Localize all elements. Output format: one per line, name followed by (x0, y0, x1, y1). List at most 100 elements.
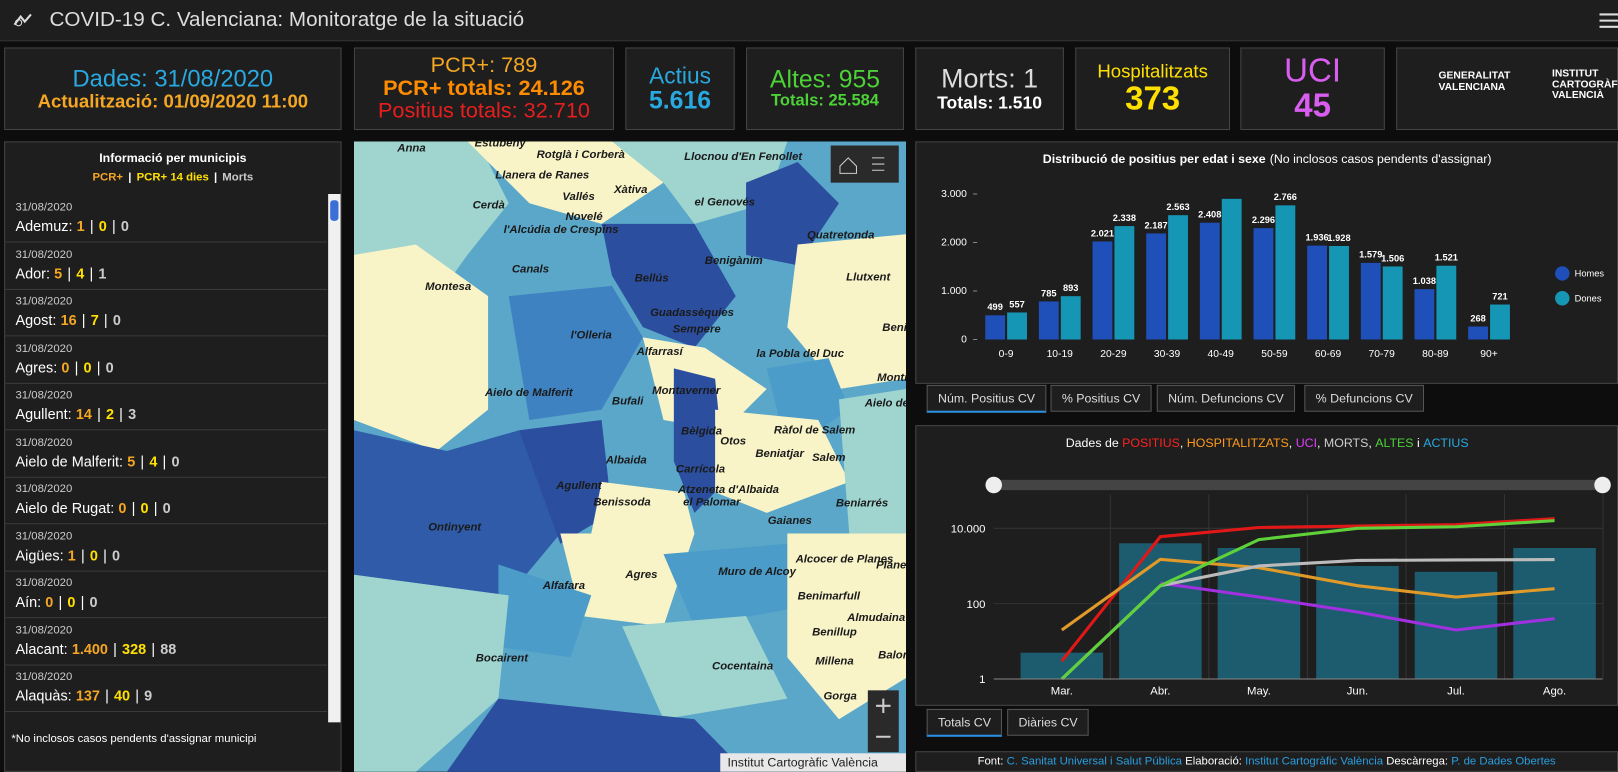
kpi-text: 45 (1294, 86, 1331, 124)
bar (1382, 266, 1403, 340)
list-item[interactable]: 31/08/2020 Aielo de Malferit: 5 | 4 | 0 (5, 429, 328, 478)
kpi-card: Altes: 955 Totals: 25.584 (746, 47, 904, 131)
item-value: 0 (171, 452, 180, 469)
title-part: ALTES (1375, 436, 1413, 450)
map-canvas[interactable]: Anna Estubeny Rotglà i Corberà Llocnou d'En… (353, 141, 907, 772)
region (611, 141, 788, 224)
item-date: 31/08/2020 (15, 529, 73, 543)
data-label: 785 (1041, 288, 1056, 298)
map-label: Bèlgida (681, 425, 722, 437)
map-label: Atzeneta d'Albaida (677, 484, 779, 496)
footer-link[interactable]: P. de Dades Obertes (1451, 755, 1556, 768)
separator: | (58, 593, 63, 610)
map-label: Xàtiva (613, 184, 647, 196)
map-label: Montixelvo (877, 372, 906, 384)
x-tick-label: 90+ (1480, 349, 1497, 360)
list-item[interactable]: 31/08/2020 Agres: 0 | 0 | 0 (5, 335, 328, 384)
item-value: 0 (105, 358, 114, 376)
item-name: Alaquàs: (15, 687, 72, 704)
separator: | (96, 358, 101, 376)
list-item[interactable]: 31/08/2020 Alacant: 1.400 | 328 | 88 (5, 617, 328, 666)
separator: | (140, 452, 145, 469)
list-item[interactable]: 31/08/2020 Agost: 16 | 7 | 0 (5, 288, 328, 337)
item-name: Agres: (15, 358, 58, 376)
item-value: 1 (67, 546, 76, 563)
item-value: 16 (60, 311, 77, 329)
footer-link[interactable]: Institut Cartogràfic València (1245, 755, 1384, 768)
map-label: Cerdà (473, 199, 505, 211)
map-label: Almudaina (846, 612, 905, 624)
separator: | (74, 358, 79, 376)
bar (1275, 205, 1296, 340)
x-tick-label: Mar. (1051, 685, 1073, 697)
scroll-thumb[interactable] (330, 200, 339, 221)
data-label: 1.521 (1435, 253, 1458, 263)
kpi-text: Actius (649, 62, 711, 89)
kpi-text: Actualització: 01/09/2020 11:00 (37, 90, 309, 112)
region (498, 564, 592, 658)
item-value: 0 (140, 499, 149, 516)
title-part: Dades de (1066, 436, 1122, 450)
region (446, 698, 747, 772)
menu-button[interactable] (1599, 12, 1618, 29)
list-item[interactable]: 31/08/2020 Aigües: 1 | 0 | 0 (5, 523, 328, 572)
item-value: 1 (98, 264, 107, 282)
kpi-text: PCR+: 789 (430, 53, 538, 78)
bar (1020, 652, 1104, 679)
map-label: Agullent (555, 480, 603, 492)
footer-link[interactable]: C. Sanitat Universal i Salut Pública (1006, 755, 1182, 768)
separator: | (213, 171, 218, 184)
region (673, 368, 726, 513)
bar (1307, 245, 1328, 340)
x-tick-label: Ago. (1543, 685, 1566, 697)
data-label: 499 (987, 302, 1002, 312)
title-part: MORTS (1324, 436, 1368, 450)
item-line: Aielo de Rugat: 0 | 0 | 0 (15, 499, 170, 516)
separator: | (81, 546, 85, 563)
title-part: , (1317, 436, 1324, 450)
separator: | (131, 499, 136, 516)
separator: | (97, 405, 101, 423)
home-button[interactable] (839, 157, 857, 174)
tab[interactable]: Totals CV (926, 708, 1003, 737)
map-label: Guadassèquies (650, 307, 734, 319)
list-item[interactable]: 31/08/2020 Agullent: 14 | 2 | 3 (5, 382, 328, 431)
list-item[interactable]: 31/08/2020 Aielo de Rugat: 0 | 0 | 0 (5, 476, 328, 525)
item-line: Alacant: 1.400 | 328 | 88 (15, 640, 176, 657)
item-date: 31/08/2020 (15, 342, 73, 355)
x-tick-label: 60-69 (1315, 349, 1342, 360)
list-item[interactable]: 31/08/2020 Aín: 0 | 0 | 0 (5, 570, 328, 619)
map-label: Aielo de Rugat (864, 398, 906, 410)
tab[interactable]: % Defuncions CV (1304, 384, 1425, 412)
scrollbar[interactable] (328, 193, 341, 723)
map[interactable]: Anna Estubeny Rotglà i Corberà Llocnou d'En… (353, 141, 907, 772)
region (353, 430, 561, 596)
x-tick-label: 50-59 (1261, 349, 1288, 360)
footer-text: Elaboració: (1181, 755, 1246, 768)
tab[interactable]: Núm. Defuncions CV (1156, 384, 1296, 412)
tab[interactable]: Diàries CV (1007, 708, 1090, 736)
region (591, 481, 695, 544)
map-label: Montaverner (652, 385, 721, 397)
municipality-list[interactable]: 31/08/2020 Ademuz: 1 | 0 | 0 31/08/2020 Ador: 5 | 4… (5, 194, 328, 725)
item-value: 0 (118, 499, 127, 516)
list-item[interactable]: 31/08/2020 Alaquàs: 137 | 40 | 9 (5, 664, 328, 713)
tab[interactable]: Núm. Positius CV (926, 384, 1047, 413)
series-line (1060, 519, 1555, 681)
region (519, 419, 612, 544)
list-item[interactable]: 31/08/2020 Ademuz: 1 | 0 | 0 (5, 194, 328, 243)
item-value: 3 (128, 405, 137, 423)
data-label: 2.338 (1113, 213, 1136, 223)
separator: | (162, 452, 167, 469)
kpi-card: PCR+: 789 PCR+ totals: 24.126 Positius tot… (353, 47, 614, 131)
map-label: Llocnou d'En Fenollet (684, 151, 803, 163)
map-label: la Pobla del Duc (756, 348, 844, 360)
item-date: 31/08/2020 (15, 482, 73, 496)
zoom-icons[interactable] (876, 698, 891, 738)
item-name: Ademuz: (15, 217, 73, 235)
list-item[interactable]: 31/08/2020 Ador: 5 | 4 | 1 (5, 241, 328, 290)
layers-button[interactable] (871, 157, 885, 171)
legend-label: Dones (1575, 293, 1602, 303)
tab[interactable]: % Positius CV (1050, 384, 1152, 412)
bar (1217, 547, 1301, 679)
